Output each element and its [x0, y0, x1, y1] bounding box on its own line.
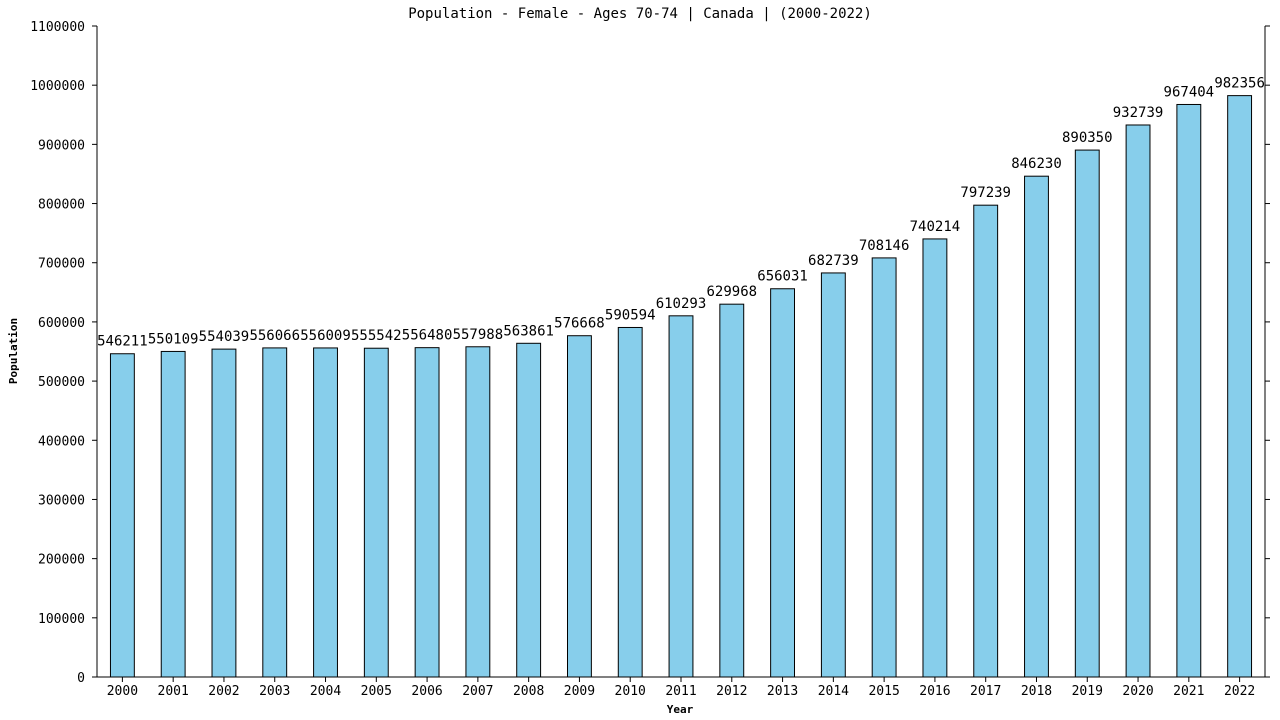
x-tick-label: 2008	[513, 684, 544, 699]
x-tick-label: 2009	[564, 684, 595, 699]
data-label: 550109	[148, 331, 199, 347]
x-tick-label: 2016	[919, 684, 950, 699]
bar-2005	[363, 347, 389, 678]
data-label: 629968	[706, 284, 757, 300]
data-label: 846230	[1011, 156, 1062, 172]
x-tick-label: 2020	[1122, 684, 1153, 699]
data-label: 576668	[554, 316, 605, 332]
y-tick-label: 0	[77, 671, 85, 686]
x-tick-label: 2000	[107, 684, 138, 699]
y-tick-label: 600000	[38, 316, 85, 331]
bar-2021	[1176, 103, 1202, 678]
x-tick-label: 2004	[310, 684, 341, 699]
x-tick-label: 2019	[1072, 684, 1103, 699]
y-tick-label: 700000	[38, 257, 85, 272]
x-tick-label: 2006	[411, 684, 442, 699]
x-tick-label: 2015	[868, 684, 899, 699]
data-label: 982356	[1214, 76, 1265, 92]
x-tick-label: 2001	[158, 684, 189, 699]
bar-2010	[617, 326, 643, 678]
data-label: 890350	[1062, 130, 1113, 146]
y-axis-title: Population	[7, 318, 20, 384]
x-tick-label: 2018	[1021, 684, 1052, 699]
data-label: 556480	[402, 328, 453, 344]
bars-group	[109, 95, 1253, 678]
y-tick-label: 900000	[38, 138, 85, 153]
data-label: 932739	[1113, 105, 1164, 121]
bar-2022	[1227, 95, 1253, 678]
data-label: 554039	[199, 329, 250, 345]
x-tick-label: 2021	[1173, 684, 1204, 699]
y-tick-label: 300000	[38, 493, 85, 508]
x-tick-label: 2010	[615, 684, 646, 699]
x-tick-label: 2005	[361, 684, 392, 699]
data-label: 563861	[503, 323, 554, 339]
bar-2002	[211, 348, 237, 678]
bar-2019	[1074, 149, 1100, 678]
data-label: 797239	[960, 185, 1011, 201]
x-tick-label: 2014	[818, 684, 849, 699]
bar-2003	[262, 347, 288, 678]
x-axis: 2000 2001 2002 2003 2004 2005 2006 2007 2008 2009…	[97, 676, 1265, 699]
x-tick-label: 2011	[665, 684, 696, 699]
y-tick-label: 1100000	[30, 20, 85, 35]
y-tick-label: 500000	[38, 375, 85, 390]
x-tick-label: 2002	[208, 684, 239, 699]
bar-2000	[109, 353, 135, 678]
bar-2008	[516, 342, 542, 678]
bar-2006	[414, 347, 440, 678]
data-label: 682739	[808, 253, 859, 269]
data-label: 556066	[249, 328, 300, 344]
bar-2016	[922, 238, 948, 678]
bar-2011	[668, 315, 694, 678]
bar-2020	[1125, 124, 1151, 678]
bar-2014	[820, 272, 846, 678]
bar-2007	[465, 346, 491, 678]
data-label: 555542	[351, 328, 402, 344]
data-label: 557988	[453, 327, 504, 343]
x-tick-label: 2007	[462, 684, 493, 699]
bar-2009	[567, 335, 592, 678]
x-tick-label: 2017	[970, 684, 1001, 699]
x-tick-label: 2003	[259, 684, 290, 699]
y-tick-label: 200000	[38, 553, 85, 568]
x-tick-label: 2013	[767, 684, 798, 699]
data-label: 590594	[605, 307, 656, 323]
data-labels-group: 546211 550109 554039 556066 556009 555542 5564…	[97, 76, 1265, 350]
bar-2015	[871, 257, 897, 678]
bar-2018	[1024, 175, 1049, 678]
bar-2001	[160, 350, 186, 678]
y-tick-label: 800000	[38, 198, 85, 213]
x-tick-label: 2022	[1224, 684, 1255, 699]
bar-2017	[973, 204, 999, 678]
data-label: 556009	[300, 328, 351, 344]
y-axis: 0 100000 200000 300000 400000 500000 600000 700…	[30, 20, 1270, 686]
data-label: 967404	[1164, 84, 1215, 100]
data-label: 546211	[97, 334, 148, 350]
y-tick-label: 1000000	[30, 79, 85, 94]
bar-2012	[719, 303, 745, 678]
y-tick-label: 100000	[38, 612, 85, 627]
y-tick-label: 400000	[38, 434, 85, 449]
chart-title: Population - Female - Ages 70-74 | Canad…	[408, 6, 872, 22]
data-label: 740214	[910, 219, 961, 235]
data-label: 610293	[656, 296, 707, 312]
x-axis-title: Year	[667, 703, 694, 716]
data-label: 656031	[757, 269, 808, 285]
x-tick-label: 2012	[716, 684, 747, 699]
data-label: 708146	[859, 238, 910, 254]
bar-2004	[313, 347, 338, 678]
bar-2013	[770, 288, 795, 678]
